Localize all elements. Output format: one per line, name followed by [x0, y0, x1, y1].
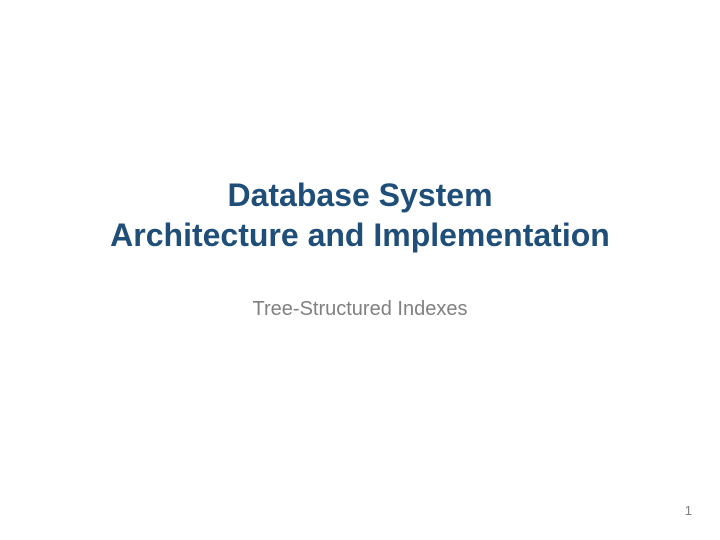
title-line-2: Architecture and Implementation — [110, 217, 610, 253]
slide-title: Database System Architecture and Impleme… — [0, 175, 720, 255]
title-line-1: Database System — [227, 177, 492, 213]
slide-subtitle: Tree-Structured Indexes — [0, 298, 720, 321]
page-number: 1 — [685, 503, 692, 518]
slide-container: Database System Architecture and Impleme… — [0, 0, 720, 540]
